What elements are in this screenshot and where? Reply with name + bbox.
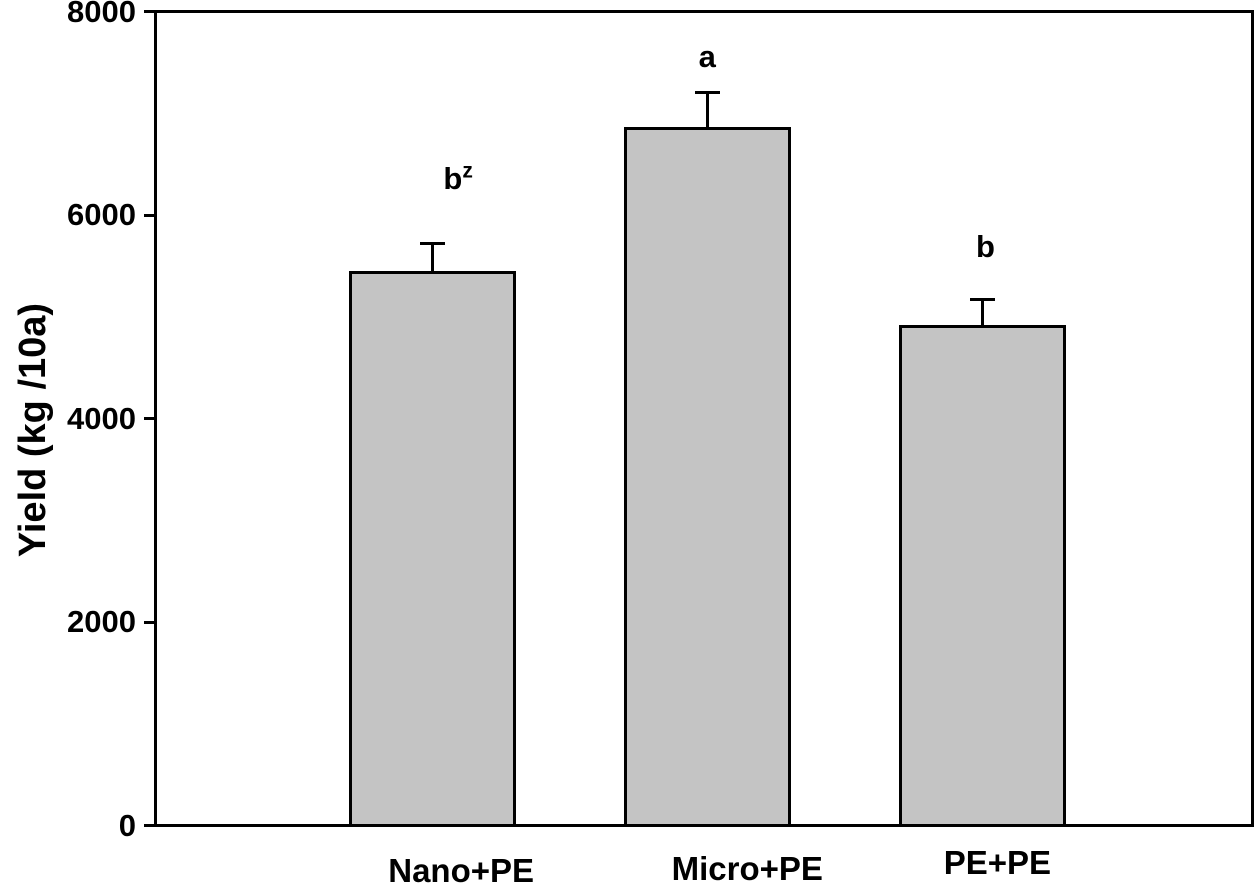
error-bar-cap (694, 91, 720, 95)
bar (348, 270, 516, 827)
significance-letter: a (698, 38, 716, 74)
error-bar (980, 299, 984, 325)
error-bar-cap (419, 241, 445, 245)
x-axis-category-label: PE+PE (943, 844, 1052, 881)
error-bar (705, 92, 709, 128)
y-axis-tick-label: 0 (118, 807, 136, 843)
significance-letter: bz (443, 160, 473, 197)
y-axis-tick-label: 6000 (67, 197, 136, 232)
y-axis-tick (144, 417, 157, 420)
y-axis-tick-label: 8000 (67, 0, 136, 29)
error-bar (430, 243, 434, 271)
y-axis-tick (144, 620, 157, 624)
y-axis-tick-label: 2000 (67, 604, 136, 639)
bar (623, 127, 791, 827)
y-axis-tick (144, 10, 157, 13)
significance-letter-text: b (975, 228, 995, 264)
bar (898, 324, 1066, 827)
y-axis-tick (144, 213, 157, 217)
significance-letter-text: a (698, 38, 716, 74)
x-axis-category-label: Nano+PE (388, 852, 535, 887)
significance-letter-text: b (443, 161, 463, 197)
significance-letter: b (975, 228, 995, 264)
x-axis-category-label: Micro+PE (671, 850, 823, 887)
y-axis-tick (144, 824, 157, 827)
significance-letter-superscript: z (462, 160, 473, 184)
y-axis-tick-label: 4000 (67, 400, 136, 436)
error-bar-cap (969, 298, 995, 302)
